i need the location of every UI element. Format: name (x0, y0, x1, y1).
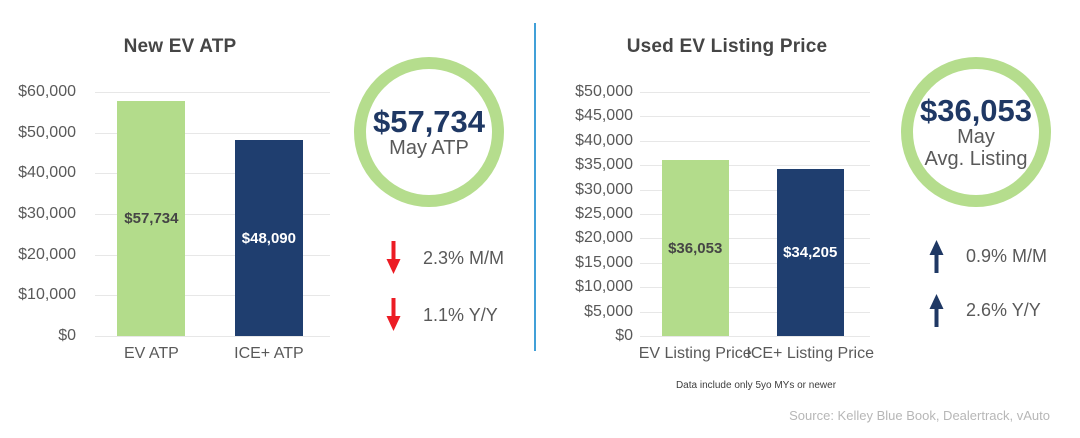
gridline (640, 165, 870, 167)
y-axis-tick-label: $30,000 (575, 180, 633, 198)
stat-badge-may-atp: $57,734 May ATP (354, 57, 504, 207)
stat-badge-may-avg-listing: $36,053 May Avg. Listing (901, 57, 1051, 207)
change-label: 2.3% M/M (423, 247, 505, 268)
bar-value-label: $57,734 (124, 210, 179, 228)
y-axis-tick-label: $10,000 (18, 286, 76, 304)
change-indicator-mm: 0.9% M/M (929, 238, 1047, 274)
gridline (95, 92, 330, 93)
y-axis-right-chart: $50,000 $45,000 $40,000 $35,000 $30,000 $25,0… (558, 83, 633, 344)
gridline (640, 189, 870, 191)
bar-ev-atp: $57,734 (117, 101, 186, 336)
source-attribution: Source: Kelley Blue Book, Dealertrack, v… (789, 408, 1050, 423)
gridline (640, 311, 870, 313)
arrow-up-icon (929, 293, 944, 327)
chart-title-new-ev-atp: New EV ATP (123, 36, 237, 57)
gridline (95, 214, 330, 215)
plot-area-used-ev-listing-price: $36,053 $34,205 (640, 92, 870, 337)
y-axis-tick-label: $50,000 (575, 83, 633, 100)
stat-value: $36,053 (919, 92, 1033, 128)
data-footnote: Data include only 5yo MYs or newer (675, 380, 837, 391)
gridline (95, 254, 330, 256)
stat-sublabel-line2: Avg. Listing (924, 147, 1028, 170)
y-axis-tick-label: $35,000 (575, 156, 633, 174)
bar-ev-listing-price: $36,053 (661, 160, 729, 336)
x-axis-right-chart: EV Listing Price ICE+ Listing Price (638, 345, 874, 367)
x-axis-category-label: EV ATP (123, 345, 179, 362)
gridline (640, 116, 870, 118)
change-label: 2.6% Y/Y (966, 299, 1041, 320)
y-axis-tick-label: $20,000 (575, 229, 633, 247)
stat-sublabel-line1: May ATP (389, 136, 469, 159)
gridline (640, 336, 870, 337)
y-axis-tick-label: $25,000 (575, 205, 633, 222)
vertical-divider (534, 23, 536, 351)
y-axis-tick-label: $20,000 (18, 245, 76, 263)
gridline (640, 92, 870, 93)
y-axis-tick-label: $0 (615, 327, 633, 344)
change-indicator-yy: 1.1% Y/Y (386, 297, 498, 333)
bar-value-label: $48,090 (241, 229, 296, 247)
gridline (640, 140, 870, 142)
plot-area-new-ev-atp: $57,734 $48,090 (95, 92, 330, 337)
y-axis-tick-label: $0 (58, 327, 76, 344)
gridline (640, 287, 870, 289)
change-label: 1.1% Y/Y (423, 304, 498, 325)
arrow-up-icon (929, 239, 944, 273)
bar-ice-atp: $48,090 (234, 140, 303, 336)
chart-title-used-ev-listing-price: Used EV Listing Price (626, 36, 828, 57)
y-axis-tick-label: $10,000 (575, 278, 633, 296)
x-axis-category-label: ICE+ ATP (234, 345, 304, 362)
gridline (95, 336, 330, 337)
x-axis-left-chart: EV ATP ICE+ ATP (95, 345, 330, 367)
y-axis-tick-label: $40,000 (18, 164, 76, 182)
change-indicator-yy: 2.6% Y/Y (929, 292, 1041, 328)
arrow-down-icon (386, 298, 401, 332)
y-axis-left-chart: $60,000 $50,000 $40,000 $30,000 $20,000 $10,0… (8, 83, 76, 344)
x-axis-category-label: EV Listing Price (638, 345, 752, 362)
y-axis-tick-label: $45,000 (575, 107, 633, 125)
arrow-down-icon (386, 241, 401, 275)
y-axis-tick-label: $60,000 (18, 83, 76, 100)
y-axis-tick-label: $15,000 (575, 253, 633, 271)
gridline (640, 262, 870, 264)
bar-value-label: $36,053 (668, 239, 723, 257)
change-label: 0.9% M/M (966, 245, 1048, 266)
stat-value: $57,734 (372, 103, 486, 139)
gridline (640, 238, 870, 240)
gridline (95, 295, 330, 297)
x-axis-category-label: ICE+ Listing Price (746, 345, 874, 362)
stat-sublabel-line1: May (957, 125, 995, 148)
change-indicator-mm: 2.3% M/M (386, 240, 504, 276)
gridline (640, 214, 870, 215)
gridline (95, 132, 330, 134)
bar-ice-listing-price: $34,205 (776, 169, 844, 336)
bar-value-label: $34,205 (783, 244, 838, 262)
y-axis-tick-label: $5,000 (584, 302, 633, 320)
gridline (95, 173, 330, 175)
y-axis-tick-label: $40,000 (575, 131, 633, 149)
y-axis-tick-label: $30,000 (18, 205, 76, 222)
y-axis-tick-label: $50,000 (18, 123, 76, 141)
